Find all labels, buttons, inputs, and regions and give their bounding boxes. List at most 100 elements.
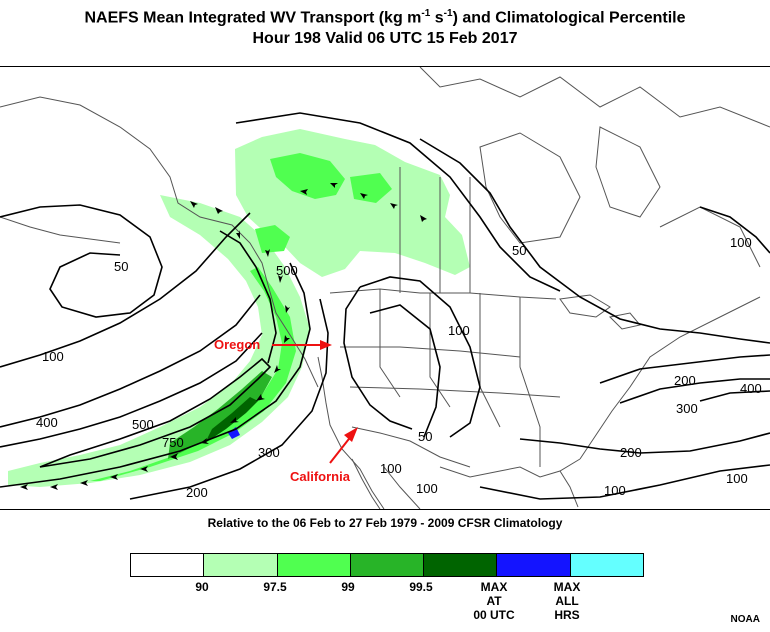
contour-label: 50 — [512, 243, 526, 258]
florida — [559, 470, 579, 508]
arrow — [285, 305, 290, 313]
percentile-legend — [130, 553, 644, 577]
alaska-coast — [0, 96, 319, 388]
shade-green-canada-2 — [350, 173, 392, 203]
contour-100-east — [699, 206, 770, 254]
contour-label: 100 — [730, 235, 752, 250]
contour-750 — [39, 357, 272, 468]
legend-label-max-00utc: MAX AT 00 UTC — [473, 580, 515, 622]
contour-label: 100 — [42, 349, 64, 364]
legend-swatch-5 — [497, 554, 571, 576]
contour-label: 50 — [418, 429, 432, 444]
contour-400-east — [699, 390, 770, 402]
arrow — [284, 335, 290, 343]
east-coast — [579, 296, 761, 460]
arrow — [390, 203, 398, 209]
california-arrow-head — [344, 427, 358, 442]
hudson-bay — [479, 132, 581, 244]
contour-300-east — [619, 378, 770, 404]
oregon-label: Oregon — [214, 337, 260, 352]
shade-darkest-green — [205, 397, 258, 443]
gulf-coast — [439, 458, 581, 478]
contour-200 — [129, 298, 329, 500]
us-canada-border — [329, 288, 557, 300]
contour-label: 500 — [132, 417, 154, 432]
contour-label: 500 — [276, 263, 298, 278]
contour-200-east — [599, 354, 770, 384]
contour-50-east — [419, 138, 770, 344]
state-line-3 — [479, 293, 501, 428]
contour-100-interior-2 — [359, 276, 481, 438]
canadian-arctic — [419, 67, 770, 128]
map-title: NAEFS Mean Integrated WV Transport (kg m… — [84, 8, 686, 27]
ivt-contours — [0, 112, 770, 500]
mexico-west — [383, 466, 421, 509]
shade-green-canada — [270, 153, 345, 199]
contour-label: 100 — [448, 323, 470, 338]
legend-swatch-3 — [350, 554, 425, 576]
noaa-credit: NOAA — [730, 614, 760, 625]
arrow — [330, 183, 338, 188]
state-line-6 — [519, 297, 541, 467]
arrow — [170, 453, 178, 460]
contour-100-se — [479, 464, 770, 500]
legend-label-97-5: 97.5 — [263, 580, 287, 594]
annotations: Oregon California — [214, 337, 358, 484]
arrow — [190, 201, 198, 208]
arrow — [278, 275, 283, 283]
contour-labels: 50 50 500 100 100 100 400 500 750 300 20… — [36, 235, 762, 500]
contour-50-west — [0, 204, 163, 318]
legend-swatch-0 — [131, 554, 205, 576]
climatology-note: Relative to the 06 Feb to 27 Feb 1979 - … — [207, 516, 563, 530]
contour-100-interior — [343, 286, 413, 430]
arrow — [200, 438, 209, 444]
contour-label: 200 — [674, 373, 696, 388]
contour-label: 750 — [162, 435, 184, 450]
contour-label: 400 — [36, 415, 58, 430]
contour-200-se — [519, 432, 770, 454]
state-line-1 — [379, 289, 401, 398]
contour-label: 50 — [114, 259, 128, 274]
contour-label: 100 — [380, 461, 402, 476]
contour-label: 200 — [620, 445, 642, 460]
shade-blue-max — [228, 427, 240, 439]
arrow — [50, 484, 58, 490]
arrow — [236, 230, 240, 239]
shade-green-bc — [255, 225, 290, 253]
contour-label: 300 — [676, 401, 698, 416]
labrador — [659, 206, 761, 268]
california-label: California — [290, 469, 351, 484]
legend-label-99-5: 99.5 — [409, 580, 433, 594]
legend-swatch-6 — [570, 554, 643, 576]
contour-label: 100 — [726, 471, 748, 486]
arrow — [140, 466, 148, 472]
arrow — [110, 474, 118, 480]
state-line-5 — [349, 386, 561, 398]
contour-label: 400 — [740, 381, 762, 396]
contour-label: 200 — [186, 485, 208, 500]
state-line-2 — [429, 293, 451, 408]
arrow — [230, 417, 239, 423]
map-canvas: 50 50 500 100 100 100 400 500 750 300 20… — [0, 67, 770, 509]
arrow — [300, 189, 308, 195]
legend-label-max-all: MAX ALL HRS — [553, 580, 581, 622]
arrow — [80, 480, 88, 486]
baja — [351, 458, 381, 509]
state-line-4 — [340, 346, 521, 358]
oregon-arrow-head — [320, 340, 332, 350]
legend-label-90: 90 — [195, 580, 209, 594]
great-lakes-2 — [608, 312, 641, 330]
contour-300 — [0, 262, 311, 488]
great-lakes — [559, 294, 611, 318]
arctic-islands — [595, 126, 661, 218]
arrow — [20, 484, 28, 490]
map-panel: 50 50 500 100 100 100 400 500 750 300 20… — [0, 66, 770, 510]
legend-swatch-2 — [277, 554, 351, 576]
arrow — [420, 215, 427, 222]
legend-swatch-1 — [204, 554, 278, 576]
map-subtitle: Hour 198 Valid 06 UTC 15 Feb 2017 — [252, 30, 518, 47]
contour-label: 100 — [604, 483, 626, 498]
arrow — [274, 365, 281, 373]
contour-400 — [0, 294, 261, 428]
arrow — [215, 207, 223, 214]
